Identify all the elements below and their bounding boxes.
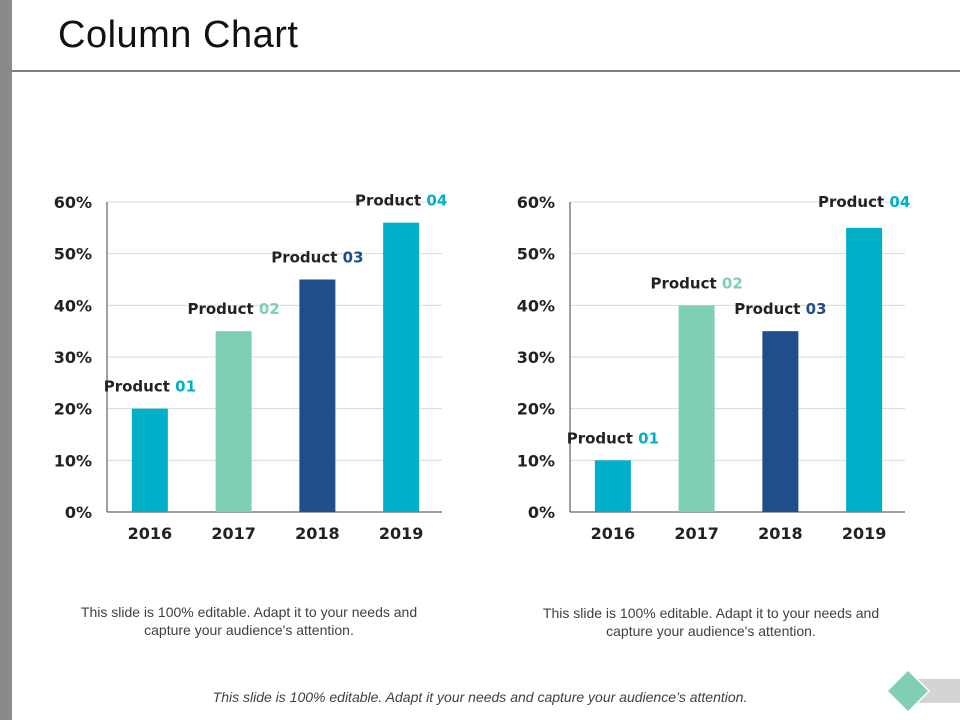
bar-data-label: Product 04: [818, 193, 910, 211]
bar-data-label-number: 02: [722, 274, 743, 292]
bar-data-label: Product 03: [271, 249, 363, 267]
bar-data-label-number: 03: [343, 249, 364, 267]
bar-2019: [383, 222, 420, 512]
bar-data-label-number: 01: [638, 429, 659, 447]
bar-data-label: Product 02: [187, 300, 279, 318]
y-tick-label: 50%: [517, 245, 555, 264]
x-tick-label: 2016: [128, 524, 173, 543]
x-tick-label: 2016: [591, 524, 636, 543]
y-tick-label: 10%: [517, 451, 555, 470]
bar-data-label-prefix: Product: [104, 378, 175, 396]
y-tick-label: 20%: [517, 400, 555, 419]
bar-data-label-prefix: Product: [355, 192, 426, 210]
slide-title: Column Chart: [58, 14, 299, 56]
bar-data-label: Product 04: [355, 192, 447, 210]
decoration-diamond-icon: [888, 671, 928, 711]
caption-left: This slide is 100% editable. Adapt it to…: [80, 604, 418, 638]
bar-data-label-number: 02: [259, 300, 280, 318]
bar-data-label: Product 02: [650, 274, 742, 292]
bar-data-label-prefix: Product: [567, 429, 638, 447]
bar-2016: [131, 408, 168, 512]
bar-2018: [299, 279, 336, 512]
decoration-tail: [918, 679, 960, 703]
y-tick-label: 0%: [65, 503, 92, 522]
x-tick-label: 2019: [379, 524, 424, 543]
bar-2018: [762, 331, 799, 512]
y-tick-label: 30%: [54, 348, 92, 367]
bar-data-label-number: 04: [426, 192, 447, 210]
bar-data-label-number: 03: [806, 300, 827, 318]
bar-data-label-prefix: Product: [187, 300, 258, 318]
bar-data-label-number: 04: [889, 193, 910, 211]
y-tick-label: 50%: [54, 245, 92, 264]
bar-2017: [678, 305, 715, 512]
y-tick-label: 60%: [517, 193, 555, 212]
y-tick-label: 60%: [54, 193, 92, 212]
bar-2016: [594, 460, 631, 512]
y-tick-label: 0%: [528, 503, 555, 522]
y-tick-label: 40%: [517, 296, 555, 315]
x-tick-label: 2017: [674, 524, 719, 543]
bar-data-label-prefix: Product: [734, 300, 805, 318]
title-divider: [12, 70, 960, 72]
x-tick-label: 2017: [211, 524, 256, 543]
x-tick-label: 2019: [842, 524, 887, 543]
y-tick-label: 40%: [54, 296, 92, 315]
x-tick-label: 2018: [758, 524, 803, 543]
bar-data-label-prefix: Product: [271, 249, 342, 267]
bar-2017: [215, 331, 252, 512]
bar-data-label: Product 01: [567, 429, 659, 447]
bar-2019: [846, 227, 883, 513]
y-tick-label: 20%: [54, 400, 92, 419]
bar-data-label: Product 03: [734, 300, 826, 318]
bar-data-label-number: 01: [175, 378, 196, 396]
slide-footer: This slide is 100% editable. Adapt it yo…: [212, 689, 748, 705]
slide-left-accent-bar: [0, 0, 12, 720]
y-tick-label: 10%: [54, 451, 92, 470]
bar-data-label-prefix: Product: [818, 193, 889, 211]
x-tick-label: 2018: [295, 524, 340, 543]
caption-right: This slide is 100% editable. Adapt it to…: [542, 605, 880, 639]
bar-data-label: Product 01: [104, 378, 196, 396]
y-tick-label: 30%: [517, 348, 555, 367]
bar-data-label-prefix: Product: [650, 274, 721, 292]
